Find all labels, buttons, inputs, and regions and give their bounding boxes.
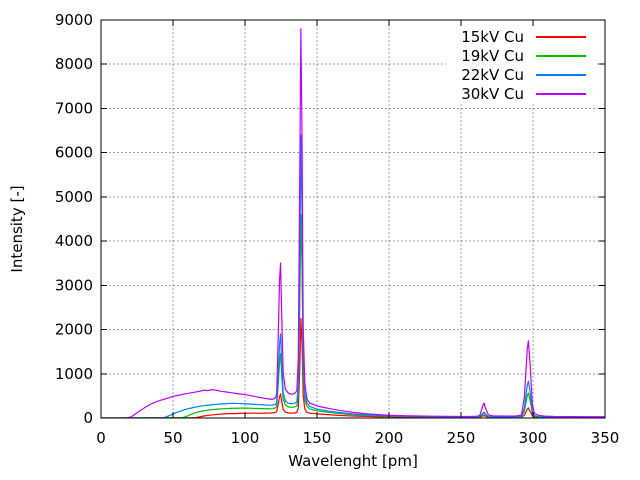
legend-row-19kv: 19kV Cu: [446, 46, 597, 65]
y-tick-label: 9000: [55, 11, 93, 29]
x-tick-label: 0: [96, 429, 106, 447]
y-axis-title: Intensity [-]: [8, 185, 26, 273]
y-tick-label: 7000: [55, 99, 93, 117]
legend-line-sample-15kv: [536, 35, 586, 38]
legend-label-15kv: 15kV Cu: [461, 27, 524, 46]
legend: 15kV Cu 19kV Cu 22kV Cu 30kV Cu: [446, 27, 597, 103]
series-curve-15kV-Cu: [101, 317, 605, 419]
x-tick-label: 200: [375, 429, 404, 447]
y-tick-label: 8000: [55, 55, 93, 73]
x-tick-label: 250: [447, 429, 476, 447]
legend-label-22kv: 22kV Cu: [461, 65, 524, 84]
y-tick-label: 1000: [55, 365, 93, 383]
x-tick-label: 100: [231, 429, 260, 447]
legend-row-30kv: 30kV Cu: [446, 84, 597, 103]
y-tick-label: 0: [83, 409, 93, 427]
y-tick-label: 5000: [55, 188, 93, 206]
y-tick-label: 6000: [55, 144, 93, 162]
plot-border: [100, 19, 606, 419]
x-tick-label: 350: [591, 429, 620, 447]
legend-label-30kv: 30kV Cu: [461, 84, 524, 103]
y-tick-label: 3000: [55, 276, 93, 294]
series-curve-30kV-Cu: [101, 28, 605, 419]
series-curve-22kV-Cu: [101, 134, 605, 419]
legend-row-22kv: 22kV Cu: [446, 65, 597, 84]
legend-row-15kv: 15kV Cu: [446, 27, 597, 46]
x-tick-label: 150: [303, 429, 332, 447]
x-tick-label: 300: [519, 429, 548, 447]
legend-label-19kv: 19kV Cu: [461, 46, 524, 65]
x-tick-label: 50: [163, 429, 182, 447]
legend-line-sample-30kv: [536, 92, 586, 95]
x-axis-title: Wavelenght [pm]: [288, 452, 418, 470]
y-tick-label: 4000: [55, 232, 93, 250]
legend-line-sample-22kv: [536, 73, 586, 76]
legend-line-sample-19kv: [536, 54, 586, 57]
y-tick-label: 2000: [55, 321, 93, 339]
